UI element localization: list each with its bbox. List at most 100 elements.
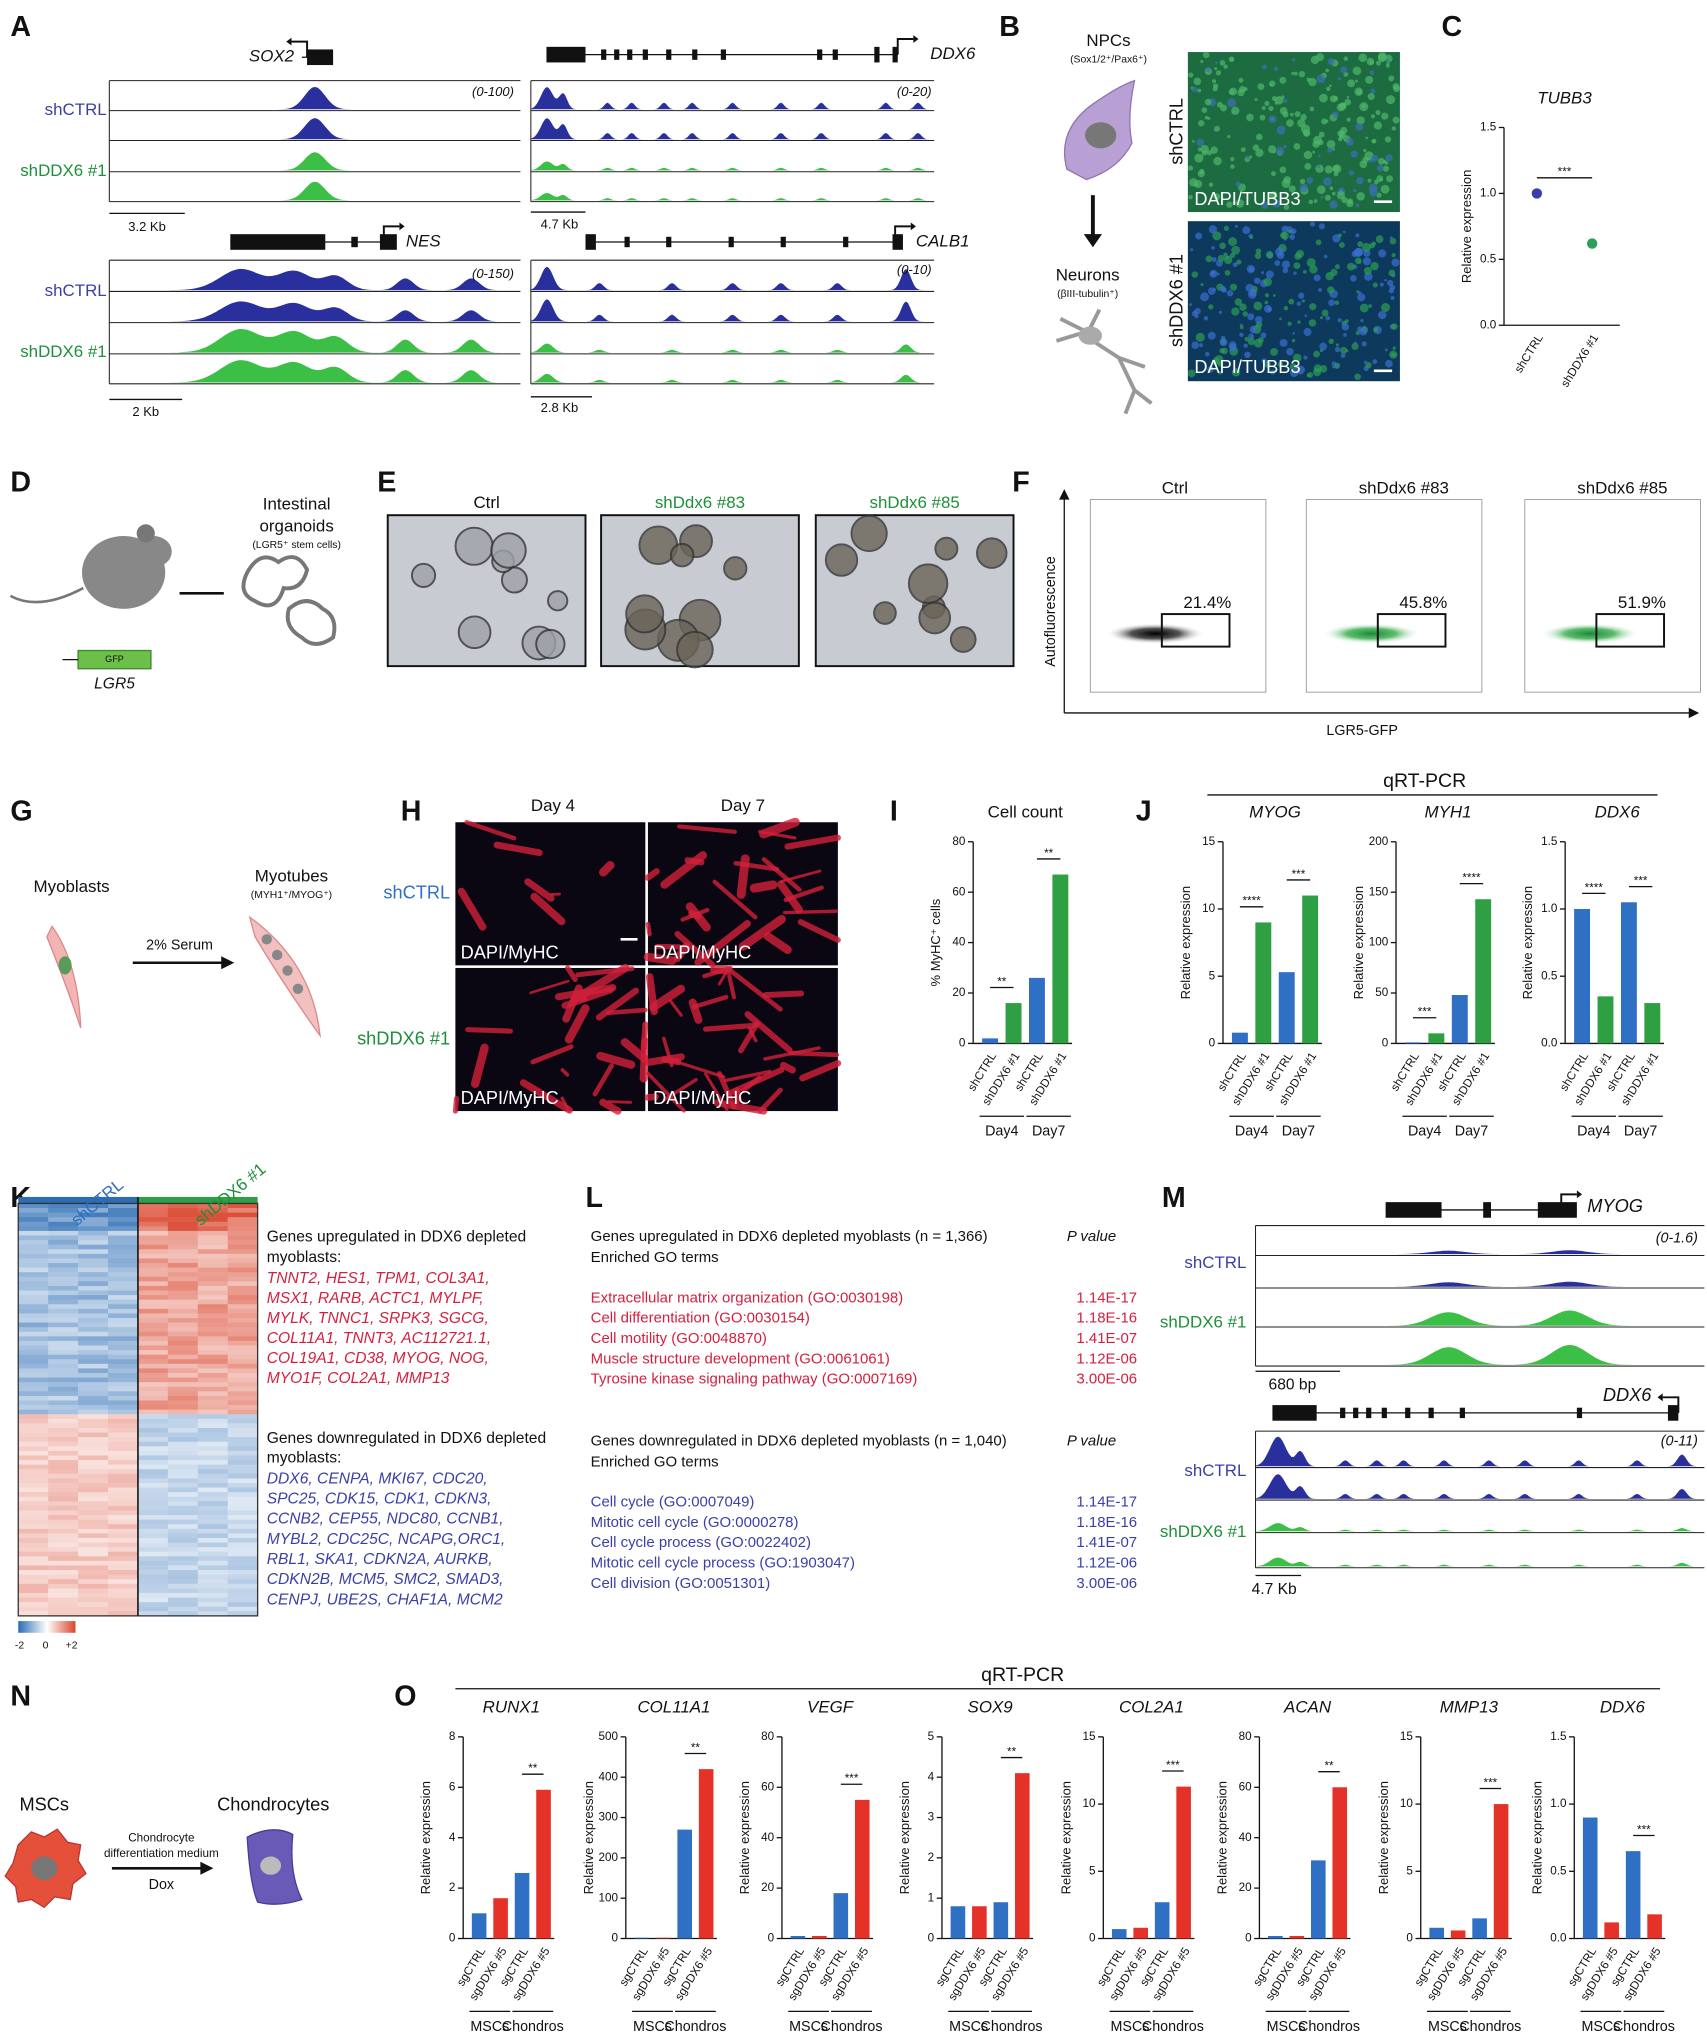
panel-letter: B [999,11,1020,43]
speckle [1217,254,1225,262]
heatmap-cell [18,1285,49,1291]
organoid [850,514,888,553]
heatmap-cell [137,1327,169,1333]
heatmap-cell [108,1230,139,1236]
speckle [1272,199,1281,208]
heatmap-cell [108,1290,139,1296]
heatmap-cell [78,1537,109,1543]
speckle [1291,72,1295,76]
heatmap-cell [137,1405,169,1411]
heatmap-cell [197,1524,228,1530]
heatmap-cell [48,1400,79,1406]
heatmap-cell [108,1482,139,1488]
heatmap-cell [227,1354,258,1360]
heatmap-cell [78,1505,109,1511]
heatmap-cell [197,1542,228,1548]
heatmap-cell [108,1437,139,1443]
heatmap-cell [227,1597,258,1603]
speckle [1372,282,1378,288]
label: shCTRL [45,100,107,119]
speckle [1271,96,1277,102]
heatmap-cell [227,1386,258,1392]
heatmap-cell [167,1313,199,1319]
speckle [1376,164,1384,172]
heatmap-cell [18,1244,49,1250]
heatmap-cell [48,1565,79,1571]
fiber [712,879,758,920]
speckle [1381,112,1389,120]
heatmap-cell [227,1258,258,1264]
heatmap-cell [197,1253,228,1259]
heatmap-cell [78,1240,109,1246]
heatmap-cell [48,1556,79,1562]
speckle [1234,224,1238,228]
y-tick-label: 0.0 [1550,1932,1567,1945]
heatmap-cell [137,1230,169,1236]
speckle [1334,264,1340,270]
coverage [1255,1250,1705,1255]
speckle [1325,315,1331,321]
label: DAPI/MyHC [461,1088,559,1108]
speckle [1375,110,1381,116]
speckle [1261,358,1267,364]
heatmap-cell [108,1510,139,1516]
speckle [1367,178,1372,183]
heatmap-cell [48,1240,79,1246]
heatmap-cell [78,1496,109,1502]
y-tick-label: 50 [1375,986,1389,999]
heatmap-cell [167,1533,199,1539]
fiber [716,1071,737,1110]
heatmap-cell [167,1230,199,1236]
speckle [1335,343,1339,347]
speckle [1224,270,1231,276]
speckle [1205,255,1213,263]
speckle [1321,118,1328,125]
heatmap-cell [197,1478,228,1484]
exon [780,236,786,248]
speckle [1281,231,1289,240]
heatmap-cell [108,1515,139,1521]
label: 3.00E-06 [1076,1575,1137,1592]
fiber [644,1053,685,1066]
plot-frame [1089,499,1267,693]
heatmap-cell [78,1336,109,1342]
heatmap-cell [48,1267,79,1273]
speckle [1353,341,1357,345]
heatmap-cell [78,1226,109,1232]
heatmap-cell [137,1588,169,1594]
speckle [1268,105,1274,112]
label: DAPI/TUBB3 [1194,357,1300,377]
heatmap-cell [18,1253,49,1259]
speckle [1220,285,1227,292]
heatmap-cell [108,1537,139,1543]
speckle [1354,373,1361,381]
speckle [1339,242,1345,248]
heatmap-cell [18,1267,49,1273]
heatmap-cell [48,1464,79,1470]
speckle [1316,74,1326,84]
heatmap-cell [197,1427,228,1433]
heatmap-cell [227,1267,258,1273]
heatmap-cell [18,1478,49,1484]
speckle [1262,64,1267,70]
heatmap-cell [167,1469,199,1475]
group-label: Chondros [1142,2019,1204,2035]
heatmap-cell [197,1560,228,1566]
speckle [1331,191,1336,196]
speckle [1291,58,1296,62]
group-bar [18,1196,138,1204]
heatmap-cell [197,1221,228,1227]
heatmap-cell [197,1208,228,1213]
speckle [1346,95,1350,99]
heatmap-cell [227,1496,258,1502]
speckle [1326,86,1331,92]
heatmap-cell [48,1368,79,1374]
speckle [1329,186,1334,191]
label: (0-150) [472,266,514,281]
speckle [1358,53,1368,63]
heatmap-cell [78,1363,109,1369]
heatmap-cell [137,1487,169,1493]
label: Genes downregulated in DDX6 depleted [267,1430,546,1447]
speckle [1291,338,1296,343]
heatmap-cell [197,1487,228,1493]
